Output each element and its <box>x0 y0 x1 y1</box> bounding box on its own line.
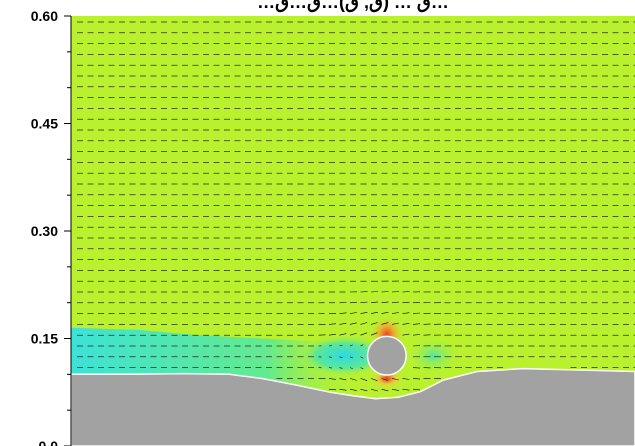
velocity-vector <box>339 388 347 391</box>
velocity-vector <box>360 388 368 392</box>
velocity-vector <box>391 301 400 304</box>
velocity-vector <box>339 312 347 314</box>
plot-area <box>71 16 635 446</box>
acceleration-zone-bottom <box>369 369 405 393</box>
velocity-vector <box>391 388 399 391</box>
velocity-vector <box>370 291 379 293</box>
velocity-vector <box>402 388 410 391</box>
y-tick-label: 0.0 <box>39 438 59 446</box>
velocity-vector <box>412 323 421 325</box>
velocity-vector <box>339 356 343 358</box>
velocity-vector <box>349 332 357 336</box>
velocity-vector <box>339 367 343 369</box>
velocity-vector <box>349 344 353 347</box>
velocity-vector <box>360 344 364 347</box>
velocity-vector <box>370 301 378 304</box>
velocity-vector <box>328 345 333 347</box>
velocity-vector <box>381 388 389 392</box>
chart-title: …ق … (ق, ق)…ق…ق… <box>257 0 449 13</box>
velocity-vector <box>391 312 399 314</box>
velocity-vector <box>391 322 399 325</box>
velocity-vector <box>402 333 410 336</box>
velocity-vector <box>381 312 389 314</box>
velocity-vector <box>349 378 357 381</box>
y-axis-ticks: 0.0 0.15 0.30 0.45 0.60 <box>31 8 71 446</box>
velocity-vector <box>370 332 378 336</box>
velocity-vector <box>328 367 333 369</box>
velocity-vector <box>370 322 378 325</box>
velocity-vector <box>339 322 347 325</box>
y-tick-label: 0.15 <box>31 331 58 347</box>
velocity-vector <box>402 312 410 314</box>
velocity-vector <box>412 334 421 336</box>
cylinder <box>366 335 407 376</box>
velocity-vector <box>402 301 410 304</box>
velocity-vector <box>402 378 410 380</box>
velocity-vector <box>349 367 353 369</box>
velocity-vector <box>349 312 357 314</box>
sediment-bed <box>71 367 635 446</box>
velocity-vector <box>381 291 389 293</box>
wake-low-velocity-region <box>297 334 391 377</box>
velocity-vector <box>349 301 358 304</box>
velocity-vector <box>381 378 389 381</box>
velocity-vector <box>360 322 368 325</box>
velocity-vector <box>391 291 400 293</box>
velocity-vector <box>412 388 421 391</box>
velocity-vector <box>360 367 364 370</box>
velocity-vector <box>349 388 357 391</box>
velocity-vector <box>381 301 389 304</box>
velocity-vector <box>412 367 421 369</box>
velocity-vector <box>412 312 421 314</box>
velocity-vectors <box>77 21 635 392</box>
velocity-vector <box>370 378 378 382</box>
velocity-vector <box>360 312 368 314</box>
y-tick-label: 0.60 <box>31 8 58 24</box>
y-tick-label: 0.45 <box>31 116 58 132</box>
velocity-vector <box>423 323 431 325</box>
velocity-vector <box>328 323 337 325</box>
velocity-vector <box>360 356 364 359</box>
downstream-wake-region <box>406 336 461 376</box>
velocity-vector <box>402 323 410 325</box>
low-velocity-band <box>71 327 353 396</box>
velocity-vector <box>412 302 421 304</box>
velocity-vector <box>339 344 343 347</box>
velocity-vector <box>328 333 336 336</box>
velocity-vector <box>370 311 378 314</box>
velocity-vector <box>349 322 357 325</box>
velocity-vector <box>391 378 399 381</box>
velocity-vector <box>412 378 421 380</box>
velocity-vector <box>349 356 353 359</box>
velocity-vector <box>360 378 368 381</box>
velocity-vector <box>370 388 378 392</box>
velocity-vector <box>328 378 336 380</box>
velocity-vector <box>339 378 347 381</box>
velocity-vector <box>360 332 368 336</box>
velocity-vector <box>360 301 368 304</box>
velocity-vector <box>328 388 337 391</box>
velocity-vector <box>328 356 332 358</box>
velocity-vector <box>339 333 347 336</box>
y-tick-label: 0.30 <box>31 223 58 239</box>
velocity-vector <box>381 322 389 325</box>
